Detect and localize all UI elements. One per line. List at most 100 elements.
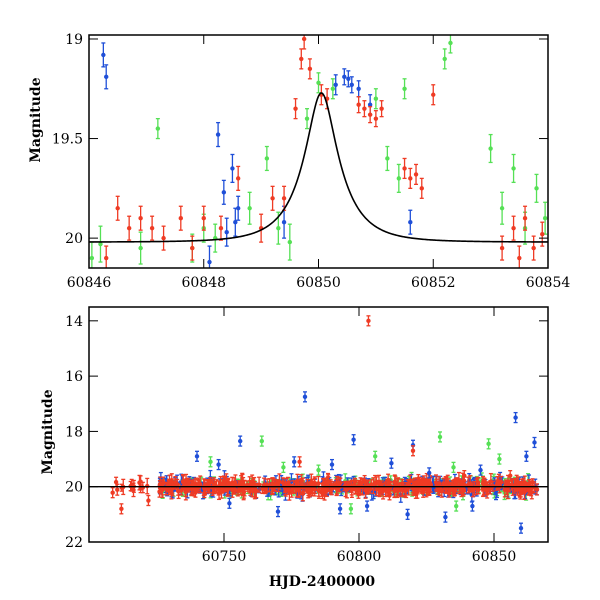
- top-axes: 60846 60848 60850 60852 60854 19 19.5 20: [52, 32, 571, 291]
- outlier-point-green: [348, 503, 354, 515]
- data-point-blue: [233, 207, 238, 237]
- outlier-point-red: [462, 470, 467, 482]
- outlier-point-blue: [275, 505, 281, 518]
- data-point-green: [138, 231, 143, 265]
- outlier-point-green: [281, 461, 286, 473]
- data-point-red: [363, 481, 368, 499]
- outlier-point-red: [297, 456, 302, 468]
- data-point-red: [138, 205, 143, 231]
- data-point-green: [385, 145, 390, 172]
- data-point-green: [264, 145, 270, 172]
- data-point-red: [373, 110, 379, 128]
- data-point-green: [448, 35, 453, 54]
- data-point-red: [110, 487, 115, 499]
- data-point-blue: [224, 217, 229, 247]
- data-point-red: [226, 477, 231, 491]
- outlier-point-blue: [292, 456, 297, 468]
- data-point-blue: [221, 179, 227, 205]
- data-point-red: [356, 96, 361, 114]
- outlier-point-green: [373, 450, 378, 462]
- data-point-red: [395, 480, 400, 499]
- data-point-red: [299, 48, 304, 70]
- top-y-tick-label: 20: [65, 231, 83, 247]
- data-point-red: [475, 477, 480, 491]
- outlier-point-blue: [443, 511, 448, 523]
- top-y-tick-label: 19.5: [52, 132, 83, 148]
- data-point-red: [218, 215, 224, 241]
- bottom-y-tick-label: 14: [65, 314, 83, 330]
- data-point-red: [419, 177, 424, 199]
- data-point-red: [480, 476, 486, 492]
- data-point-red: [334, 475, 340, 491]
- top-x-tick-label: 60850: [296, 275, 341, 291]
- outlier-point-blue: [238, 435, 243, 447]
- data-point-blue: [104, 64, 109, 90]
- data-point-red: [126, 215, 132, 241]
- data-point-red: [531, 235, 536, 261]
- data-point-blue: [346, 70, 351, 88]
- data-point-green: [304, 108, 310, 130]
- data-point-red: [422, 479, 428, 489]
- data-point-green: [213, 223, 218, 253]
- top-x-tick-label: 60854: [526, 275, 571, 291]
- panel-zoomed-lightcurve: Magnitude 60846 60848 60850 60852 60854 19 19.…: [28, 32, 571, 291]
- data-point-red: [301, 35, 307, 50]
- bottom-y-axis-label: Magnitude: [40, 389, 56, 474]
- outlier-point-red: [119, 503, 124, 515]
- data-point-red: [431, 84, 436, 106]
- bottom-y-tick-label: 18: [65, 424, 83, 440]
- outlier-point-green: [437, 431, 443, 443]
- data-point-blue: [230, 153, 235, 184]
- outlier-point-blue: [329, 458, 335, 471]
- outlier-point-blue: [405, 508, 410, 520]
- data-point-red: [190, 235, 195, 261]
- outlier-point-green: [497, 453, 502, 465]
- data-point-red: [402, 157, 407, 180]
- outlier-point-green: [208, 456, 213, 468]
- data-point-red: [299, 474, 304, 486]
- data-point-red: [270, 185, 275, 211]
- data-point-red: [312, 482, 317, 497]
- outlier-point-green: [486, 438, 491, 450]
- data-point-blue: [235, 195, 241, 221]
- data-point-green: [287, 223, 293, 261]
- data-point-green: [499, 191, 505, 225]
- bottom-x-axis-label: HJD-2400000: [269, 574, 376, 590]
- data-point-blue: [356, 80, 361, 98]
- data-point-green: [534, 173, 539, 203]
- data-point-red: [400, 478, 405, 497]
- top-x-tick-label: 60846: [67, 275, 112, 291]
- outlier-point-red: [146, 494, 151, 507]
- top-x-tick-label: 60852: [411, 275, 456, 291]
- outlier-point-blue: [227, 497, 232, 509]
- top-x-tick-label: 60848: [181, 275, 226, 291]
- data-point-red: [413, 163, 419, 186]
- data-point-blue: [101, 42, 106, 68]
- data-point-red: [210, 482, 216, 494]
- data-point-red: [379, 100, 384, 118]
- data-point-green: [247, 191, 252, 225]
- outlier-point-blue: [427, 467, 432, 479]
- panel-full-lightcurve: Magnitude HJD-2400000 60750 60800 60850 14 1…: [40, 306, 549, 590]
- data-point-red: [206, 484, 211, 494]
- data-point-red: [343, 480, 348, 498]
- outlier-point-blue: [518, 522, 524, 534]
- top-data-points: [89, 35, 548, 268]
- bottom-x-tick-label: 60800: [337, 549, 382, 565]
- data-point-red: [316, 482, 321, 497]
- model-curve: [89, 92, 548, 243]
- bottom-x-tick-label: 60750: [202, 549, 247, 565]
- data-point-red: [115, 195, 120, 221]
- data-point-red: [258, 213, 264, 243]
- bottom-data-points: [89, 315, 548, 534]
- data-point-red: [163, 481, 169, 496]
- data-point-red: [219, 481, 224, 499]
- data-point-red: [362, 100, 367, 118]
- data-point-green: [98, 225, 103, 263]
- data-point-blue: [408, 209, 413, 235]
- data-point-red: [376, 474, 382, 491]
- outlier-point-green: [259, 435, 264, 447]
- data-point-red: [408, 167, 413, 189]
- data-point-red: [448, 482, 454, 495]
- outlier-point-red: [410, 445, 416, 457]
